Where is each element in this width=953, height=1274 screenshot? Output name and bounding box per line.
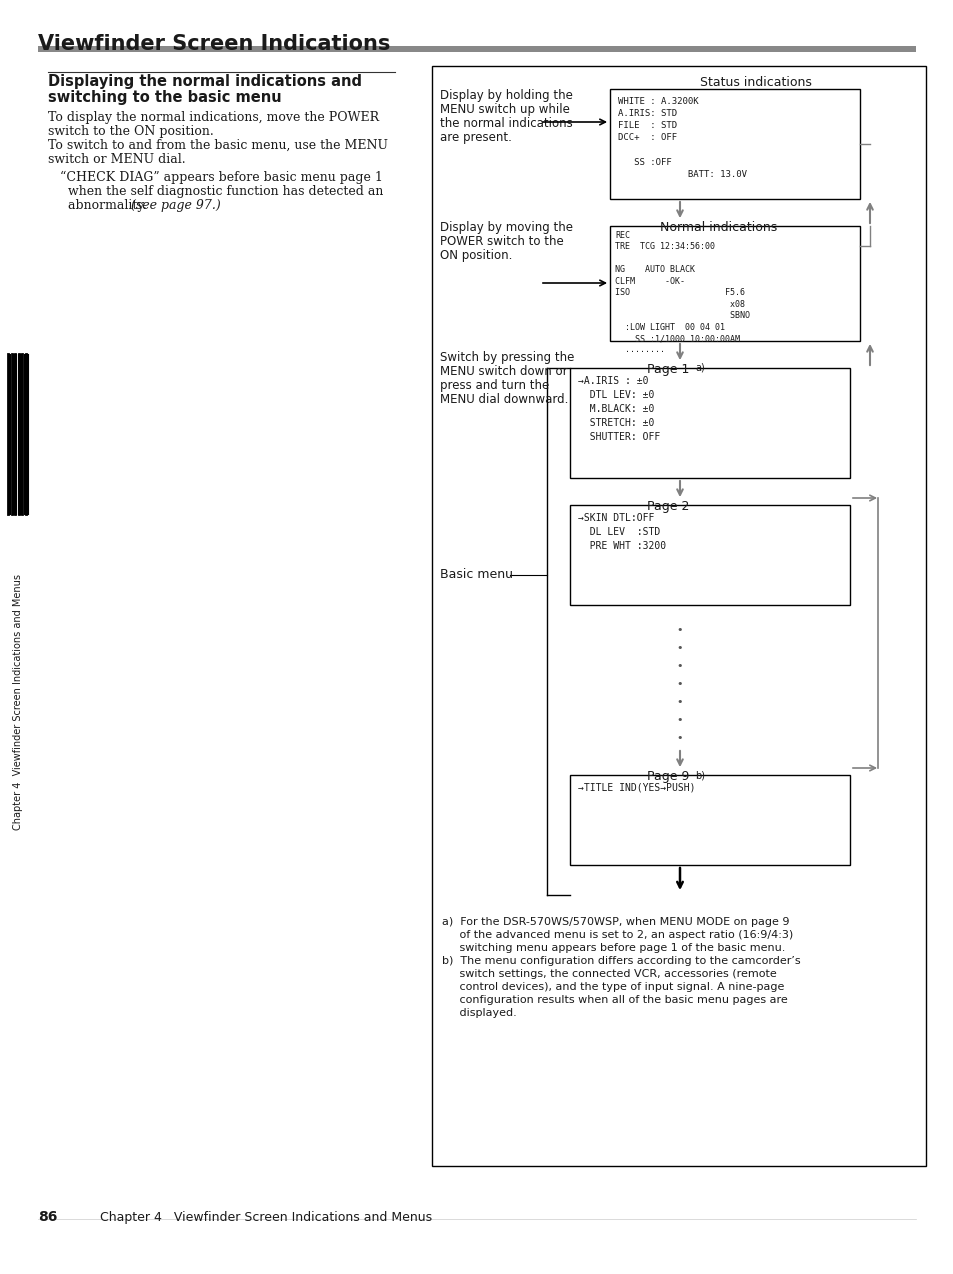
Text: “CHECK DIAG” appears before basic menu page 1: “CHECK DIAG” appears before basic menu p… (60, 171, 382, 185)
Text: MENU switch down or: MENU switch down or (439, 364, 567, 378)
Bar (569, 368, 849, 478)
Text: 86: 86 (38, 1210, 57, 1224)
Text: press and turn the: press and turn the (439, 378, 549, 392)
Text: b)  The menu configuration differs according to the camcorder’s: b) The menu configuration differs accord… (441, 956, 800, 966)
Text: switch to the ON position.: switch to the ON position. (48, 125, 213, 138)
Text: •: • (676, 715, 682, 725)
Text: •: • (676, 643, 682, 654)
Text: •: • (676, 626, 682, 634)
Text: ON position.: ON position. (439, 248, 512, 262)
Text: switch settings, the connected VCR, accessories (remote: switch settings, the connected VCR, acce… (441, 970, 776, 978)
Text: WHITE : A.3200K
A.IRIS: STD
FILE  : STD
DCC+  : OFF

   SS :OFF
             BAT: WHITE : A.3200K A.IRIS: STD FILE : STD D… (618, 97, 746, 178)
Text: Normal indications: Normal indications (659, 220, 777, 234)
Text: a): a) (695, 363, 704, 373)
Text: Status indications: Status indications (700, 76, 811, 89)
Text: are present.: are present. (439, 131, 512, 144)
Text: •: • (676, 661, 682, 671)
Text: •: • (676, 733, 682, 743)
Text: of the advanced menu is set to 2, an aspect ratio (16:9/4:3): of the advanced menu is set to 2, an asp… (441, 930, 792, 940)
Text: •: • (676, 697, 682, 707)
Text: control devices), and the type of input signal. A nine-page: control devices), and the type of input … (441, 982, 783, 992)
Text: MENU dial downward.: MENU dial downward. (439, 392, 568, 406)
Text: →SKIN DTL:OFF
  DL LEV  :STD
  PRE WHT :3200: →SKIN DTL:OFF DL LEV :STD PRE WHT :3200 (578, 513, 665, 550)
Text: the normal indications: the normal indications (439, 117, 572, 130)
Bar (609, 225, 859, 341)
Text: Basic menu: Basic menu (439, 568, 513, 581)
Text: b): b) (695, 769, 704, 780)
Text: Viewfinder Screen Indications: Viewfinder Screen Indications (38, 34, 390, 54)
Text: switching to the basic menu: switching to the basic menu (48, 90, 281, 104)
Bar (569, 775, 849, 865)
Text: →A.IRIS : ±0
  DTL LEV: ±0
  M.BLACK: ±0
  STRETCH: ±0
  SHUTTER: OFF: →A.IRIS : ±0 DTL LEV: ±0 M.BLACK: ±0 STR… (578, 376, 659, 442)
Text: a)  For the DSR-570WS/570WSP, when MENU MODE on page 9: a) For the DSR-570WS/570WSP, when MENU M… (441, 917, 789, 927)
Text: switching menu appears before page 1 of the basic menu.: switching menu appears before page 1 of … (441, 943, 784, 953)
Bar (609, 89, 859, 199)
Text: POWER switch to the: POWER switch to the (439, 234, 563, 248)
Text: REC
TRE  TCG 12:34:56:00

NG    AUTO BLACK
CLFM      -OK-
ISO                   : REC TRE TCG 12:34:56:00 NG AUTO BLACK CL… (615, 231, 749, 354)
Text: •: • (676, 679, 682, 689)
Text: MENU switch up while: MENU switch up while (439, 103, 569, 116)
Text: Switch by pressing the: Switch by pressing the (439, 352, 574, 364)
Text: Display by holding the: Display by holding the (439, 89, 572, 102)
Text: Page 1: Page 1 (646, 363, 689, 376)
Text: Chapter 4  Viewfinder Screen Indications and Menus: Chapter 4 Viewfinder Screen Indications … (13, 575, 23, 829)
Text: Display by moving the: Display by moving the (439, 220, 573, 234)
Text: switch or MENU dial.: switch or MENU dial. (48, 153, 186, 166)
Text: (see page 97.): (see page 97.) (131, 199, 220, 211)
Text: →TITLE IND(YES→PUSH): →TITLE IND(YES→PUSH) (578, 784, 695, 792)
Text: Page 9: Page 9 (646, 769, 689, 784)
Text: To display the normal indications, move the POWER: To display the normal indications, move … (48, 111, 378, 124)
Text: configuration results when all of the basic menu pages are: configuration results when all of the ba… (441, 995, 787, 1005)
Text: displayed.: displayed. (441, 1008, 517, 1018)
Text: abnormality.: abnormality. (68, 199, 151, 211)
Bar (38, 46, 915, 52)
Bar (432, 66, 925, 1166)
Text: when the self diagnostic function has detected an: when the self diagnostic function has de… (68, 185, 383, 197)
Text: To switch to and from the basic menu, use the MENU: To switch to and from the basic menu, us… (48, 139, 388, 152)
Bar (569, 505, 849, 605)
Text: Chapter 4   Viewfinder Screen Indications and Menus: Chapter 4 Viewfinder Screen Indications … (100, 1212, 432, 1224)
Text: Displaying the normal indications and: Displaying the normal indications and (48, 74, 361, 89)
Text: Page 2: Page 2 (646, 499, 689, 513)
